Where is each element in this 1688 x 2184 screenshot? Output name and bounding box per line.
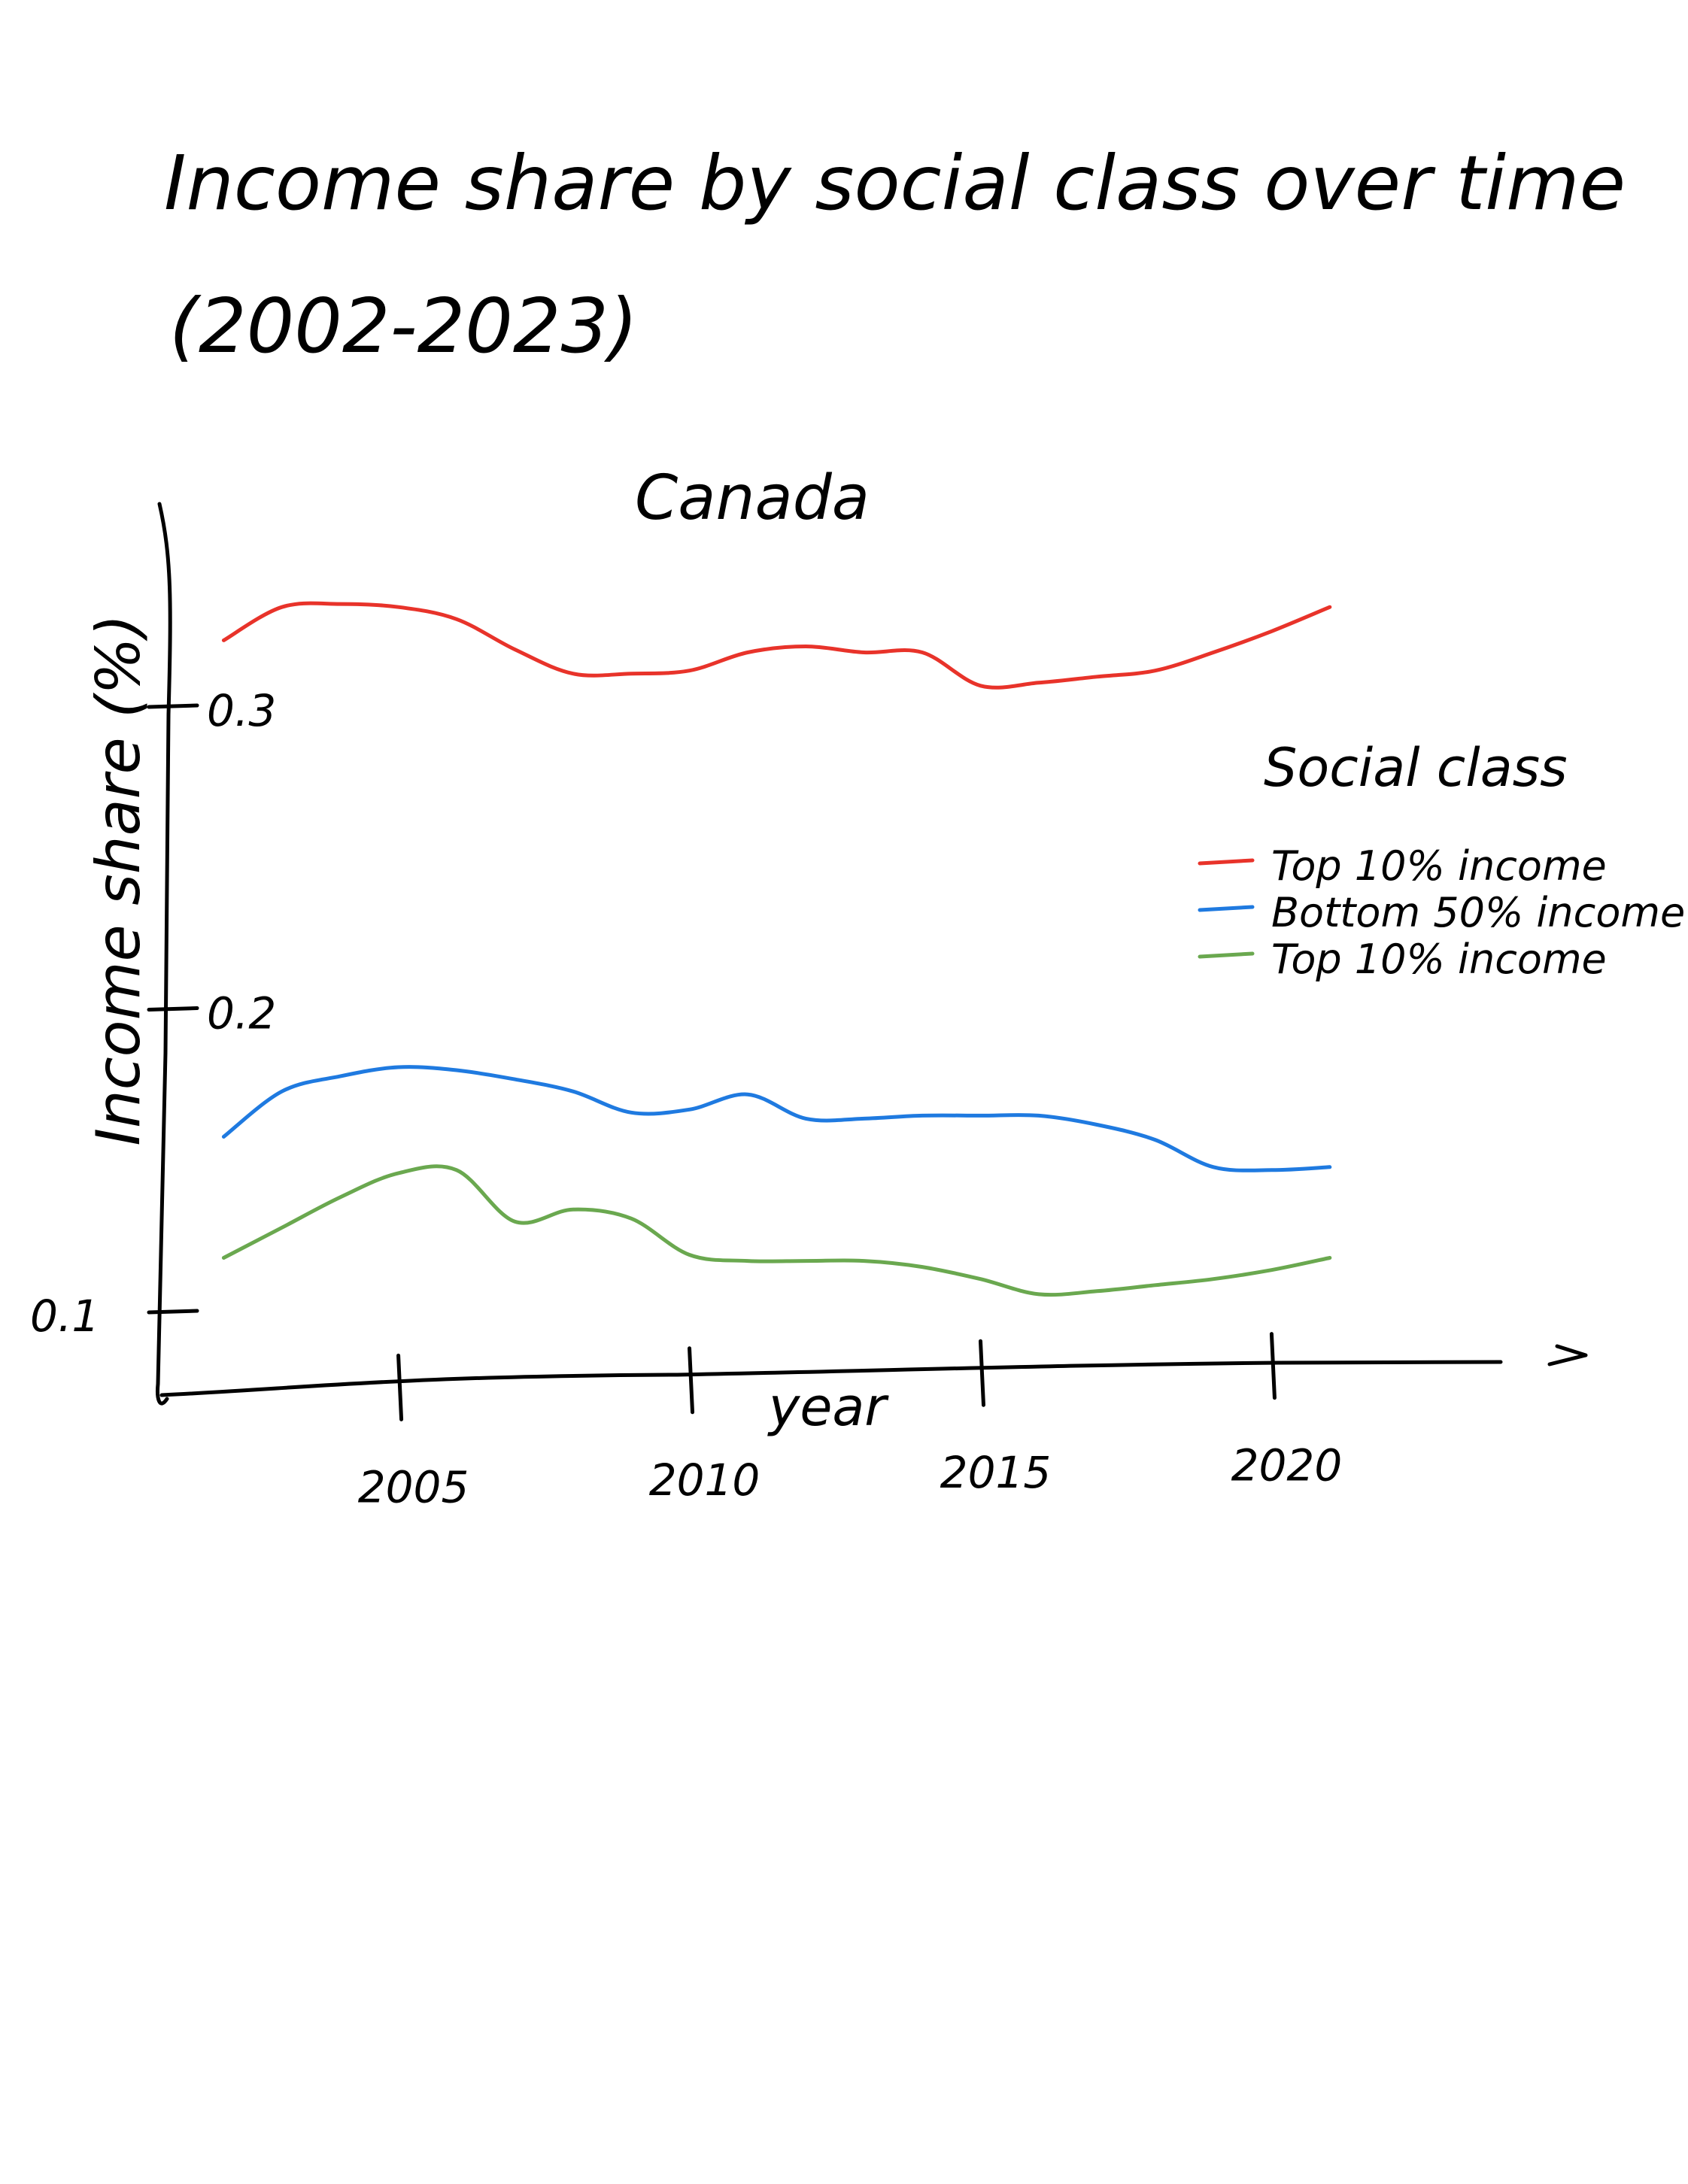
x-tick-label: 2010 [649, 1454, 761, 1506]
y-tick-mark [147, 703, 199, 709]
legend-item-label: Bottom 50% income [1271, 889, 1685, 936]
y-ticks: 0.1 0.2 0.3 [30, 685, 276, 1342]
x-axis-arrowhead [1547, 1344, 1588, 1367]
x-tick-label: 2005 [358, 1461, 469, 1512]
x-tick-mark [1269, 1332, 1277, 1400]
legend-item-label: Top 10% income [1271, 842, 1607, 890]
legend-swatch [1198, 858, 1255, 866]
x-ticks: 2005 2010 2015 2020 [358, 1332, 1343, 1512]
y-tick-label: 0.1 [30, 1291, 99, 1342]
y-tick-mark [147, 1006, 199, 1012]
chart-title: Canada [635, 463, 870, 534]
x-tick-label: 2020 [1231, 1440, 1343, 1491]
series-line-0 [221, 601, 1332, 690]
y-axis-label: Income share (%) [83, 614, 153, 1145]
series-line-2 [221, 1164, 1332, 1297]
legend-item-label: Top 10% income [1271, 936, 1607, 983]
y-tick-mark [147, 1309, 199, 1315]
series-line-1 [221, 1065, 1332, 1172]
series-lines [221, 601, 1332, 1297]
y-axis [156, 502, 172, 1406]
x-tick-mark [978, 1339, 985, 1407]
y-tick-label: 0.2 [207, 988, 276, 1039]
page-subtitle: (2002-2023) [169, 282, 639, 370]
legend-swatch [1198, 951, 1255, 959]
x-axis-label: year [767, 1376, 889, 1438]
x-tick-mark [688, 1346, 695, 1415]
legend-swatch [1198, 905, 1255, 912]
x-tick-label: 2015 [940, 1447, 1052, 1498]
x-tick-mark [396, 1353, 404, 1421]
legend-title: Social class [1264, 737, 1568, 799]
page-title: Income share by social class over time [164, 139, 1626, 227]
y-tick-label: 0.3 [207, 685, 276, 736]
